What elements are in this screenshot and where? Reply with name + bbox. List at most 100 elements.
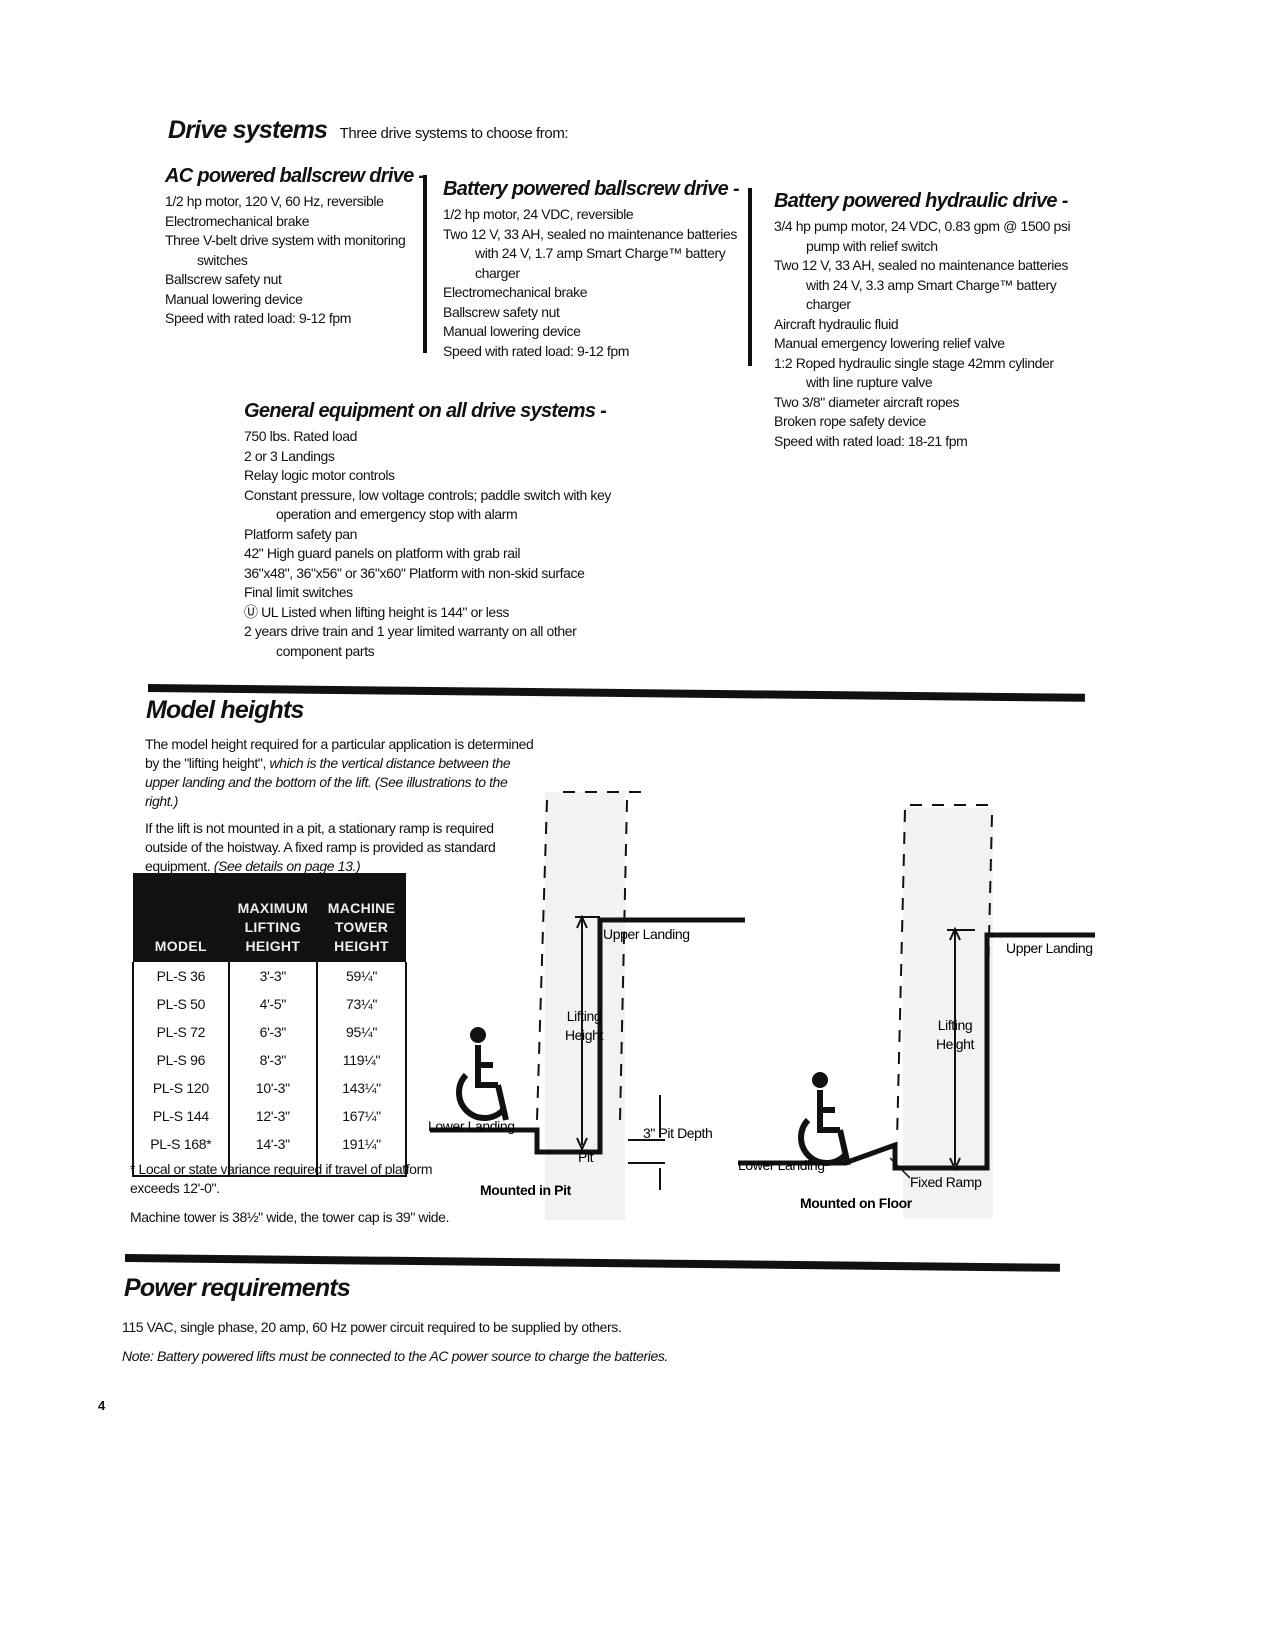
lift-diagrams: Upper Landing Lifting Height Lower Landi… — [428, 791, 1095, 1220]
tower-outline — [545, 792, 625, 1220]
list-item: 36"x48", 36"x56" or 36"x60" Platform wit… — [244, 564, 585, 581]
lifting-height-cell: 6'-3" — [227, 1018, 318, 1046]
text: The model height required for a particul… — [145, 736, 534, 771]
list-item: 1/2 hp motor, 120 V, 60 Hz, reversible — [165, 193, 384, 209]
lifting-height-cell: 10'-3" — [227, 1074, 318, 1102]
model-cell: PL-S 168* — [150, 1136, 212, 1152]
lifting-label: Lifting — [567, 1008, 602, 1024]
feature-list: 1/2 hp motor, 24 VDC, reversible Two 12 … — [443, 205, 743, 361]
feature-list: 750 lbs. Rated load 2 or 3 Landings Rela… — [244, 427, 614, 661]
list-item: 2 or 3 Landings — [244, 447, 335, 464]
column-heading: Battery powered ballscrew drive - — [443, 178, 740, 200]
drive-systems-header: Drive systems Three drive systems to cho… — [168, 116, 569, 145]
column-divider — [423, 175, 427, 353]
tower-height-cell: 59¼" — [316, 962, 406, 990]
column-heading: AC powered ballscrew drive - — [165, 165, 425, 187]
lower-landing-label: Lower Landing — [738, 1157, 825, 1173]
list-item: Manual emergency lowering relief valve — [774, 335, 1005, 351]
list-item: Speed with rated load: 9-12 fpm — [443, 342, 630, 359]
lifting-height-cell: 8'-3" — [227, 1046, 318, 1074]
list-item: Relay logic motor controls — [244, 467, 395, 483]
list-item: Ⓤ UL Listed when lifting height is 144" … — [244, 603, 510, 620]
lifting-height-cell: 3'-3" — [227, 962, 318, 990]
model-cell: PL-S 96 — [156, 1052, 206, 1068]
fixed-ramp-pointer — [889, 1157, 911, 1179]
general-equipment: General equipment on all drive systems -… — [244, 400, 614, 661]
variance-footnote: * Local or state variance required if tr… — [130, 1161, 433, 1196]
list-item: 1/2 hp motor, 24 VDC, reversible — [443, 206, 634, 222]
column-header: MODEL — [133, 873, 229, 962]
table-row: PL-S 168* 14'-3" 191¼" — [133, 1130, 406, 1176]
feature-list: 3/4 hp pump motor, 24 VDC, 0.83 gpm @ 15… — [774, 217, 1079, 451]
pit-label: Pit — [578, 1149, 594, 1165]
section-subtitle: Three drive systems to choose from: — [339, 125, 569, 142]
list-item: Manual lowering device — [165, 290, 303, 307]
section-rule — [124, 1254, 1060, 1272]
mounted-on-floor-diagram: Upper Landing Lifting Height Lower Landi… — [738, 804, 1095, 1218]
list-item: 750 lbs. Rated load — [244, 428, 358, 444]
list-item: 2 years drive train and 1 year limited w… — [244, 623, 577, 659]
text: If the lift is not mounted in a pit, a s… — [145, 820, 496, 874]
list-item: 1:2 Roped hydraulic single stage 42mm cy… — [774, 354, 1054, 391]
list-item: Final limit switches — [244, 584, 353, 600]
model-cell: PL-S 120 — [152, 1080, 209, 1096]
table-row: PL-S 50 4'-5" 73¼" — [133, 990, 406, 1018]
column-heading: Battery powered hydraulic drive - — [774, 190, 1068, 212]
lower-landing-label: Lower Landing — [428, 1118, 515, 1134]
tower-height-cell: 119¼" — [316, 1046, 406, 1074]
tower-height-cell: 191¼" — [316, 1130, 406, 1176]
list-item: Two 3/8" diameter aircraft ropes — [774, 393, 960, 410]
model-cell: PL-S 36 — [156, 968, 206, 984]
list-item: Broken rope safety device — [774, 413, 926, 429]
text: (See details on page 13.) — [213, 858, 361, 874]
mounted-on-floor-caption: Mounted on Floor — [800, 1195, 913, 1211]
upper-landing-label: Upper Landing — [1006, 940, 1093, 956]
list-item: Speed with rated load: 18-21 fpm — [774, 432, 968, 449]
list-item: Three V-belt drive system with monitorin… — [165, 232, 406, 268]
list-item: Two 12 V, 33 AH, sealed no maintenance b… — [774, 257, 1068, 312]
fixed-ramp-label: Fixed Ramp — [910, 1174, 982, 1190]
ramp-paragraph: If the lift is not mounted in a pit, a s… — [145, 819, 537, 876]
pit-depth-marker — [628, 1095, 665, 1190]
column-header: MACHINE TOWER HEIGHT — [317, 873, 406, 962]
model-cell: PL-S 144 — [152, 1108, 209, 1124]
landing-outline — [430, 917, 745, 1155]
model-heights-title: Model heights — [146, 696, 304, 724]
footnotes: * Local or state variance required if tr… — [130, 1160, 450, 1227]
list-item: Constant pressure, low voltage controls;… — [244, 486, 611, 523]
model-cell: PL-S 50 — [156, 996, 206, 1012]
general-heading: General equipment on all drive systems - — [244, 400, 607, 422]
model-cell: PL-S 72 — [156, 1024, 206, 1040]
height-label: Height — [936, 1036, 975, 1052]
lifting-label: Lifting — [938, 1017, 973, 1033]
page-number: 4 — [98, 1398, 106, 1413]
model-heights-intro: The model height required for a particul… — [145, 735, 537, 876]
list-item: Two 12 V, 33 AH, sealed no maintenance b… — [443, 225, 737, 281]
table-row: PL-S 120 10'-3" 143¼" — [133, 1074, 406, 1102]
list-item: Platform safety pan — [244, 525, 358, 542]
text: which is the vertical distance between t… — [145, 755, 511, 809]
power-text: 115 VAC, single phase, 20 amp, 60 Hz pow… — [122, 1319, 622, 1335]
section-title: Drive systems — [168, 116, 328, 144]
upper-landing-label: Upper Landing — [603, 926, 690, 942]
mounted-in-pit-diagram: Upper Landing Lifting Height Lower Landi… — [428, 791, 745, 1220]
tower-height-cell: 143¼" — [316, 1074, 406, 1102]
tower-note: Machine tower is 38½" wide, the tower ca… — [130, 1209, 450, 1225]
list-item: Electromechanical brake — [165, 212, 310, 229]
ac-ballscrew-column: AC powered ballscrew drive - 1/2 hp moto… — [165, 165, 425, 329]
feature-list: 1/2 hp motor, 120 V, 60 Hz, reversible E… — [165, 192, 415, 329]
lifting-height-cell: 4'-5" — [227, 990, 318, 1018]
table-row: PL-S 144 12'-3" 167¼" — [133, 1102, 406, 1130]
tower-height-cell: 73¼" — [316, 990, 406, 1018]
power-requirements-title: Power requirements — [124, 1274, 351, 1302]
power-note: Note: Battery powered lifts must be conn… — [122, 1348, 668, 1364]
table-row: PL-S 96 8'-3" 119¼" — [133, 1046, 406, 1074]
tower-outline — [536, 791, 642, 1121]
model-heights-table: MODEL MAXIMUM LIFTING HEIGHT MACHINE TOW… — [132, 873, 407, 1177]
list-item: Ballscrew safety nut — [443, 303, 560, 320]
list-item: Aircraft hydraulic fluid — [774, 315, 899, 332]
height-label: Height — [565, 1027, 604, 1043]
power-requirements-body: 115 VAC, single phase, 20 amp, 60 Hz pow… — [122, 1318, 722, 1366]
wheelchair-icon — [456, 1027, 509, 1121]
table-row: PL-S 72 6'-3" 95¼" — [133, 1018, 406, 1046]
